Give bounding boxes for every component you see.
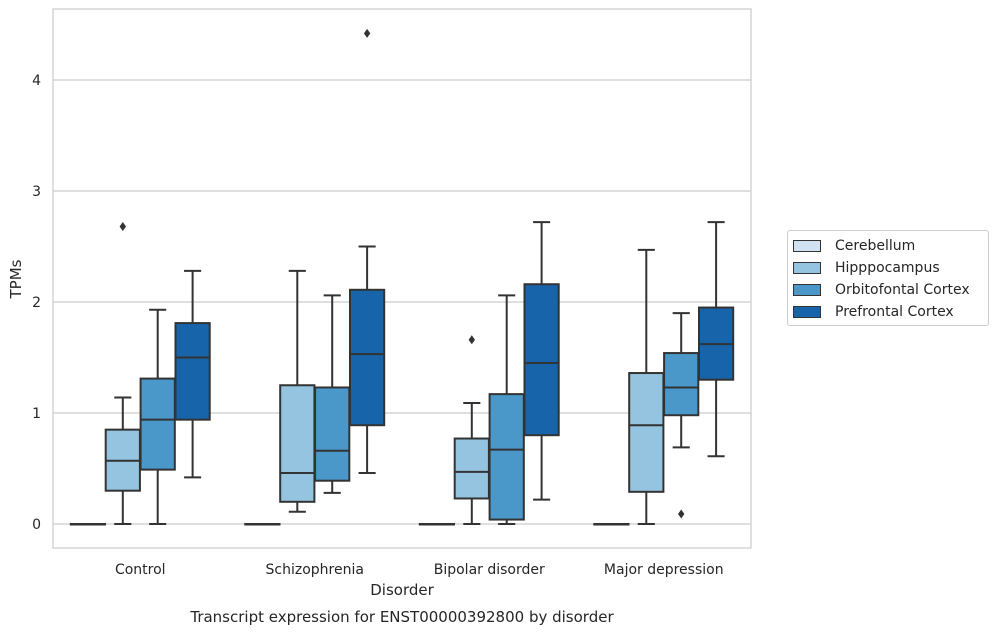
y-tick-label-2: 2 bbox=[32, 295, 41, 311]
box-2-1 bbox=[453, 335, 490, 525]
outlier-0-1-0 bbox=[119, 222, 126, 232]
box-body-2-2 bbox=[488, 393, 525, 521]
box-body-1-3 bbox=[348, 288, 386, 427]
outlier-2-1-0 bbox=[468, 335, 475, 345]
legend-item-cerebellum: Cerebellum bbox=[793, 237, 915, 254]
legend-swatch-cerebellum bbox=[793, 239, 821, 252]
box-0-2 bbox=[139, 308, 176, 525]
box-body-3-1 bbox=[628, 372, 665, 493]
legend-swatch-prefrontal bbox=[793, 305, 821, 318]
legend-swatch-hippocampus bbox=[793, 261, 821, 274]
x-tick-label-3: Major depression bbox=[604, 562, 724, 578]
box-1-3 bbox=[348, 28, 386, 474]
box-2-3 bbox=[523, 221, 560, 501]
box-body-0-2 bbox=[139, 377, 176, 471]
box-1-0 bbox=[244, 523, 281, 526]
x-tick-label-1: Schizophrenia bbox=[266, 562, 364, 578]
box-1-2 bbox=[314, 294, 351, 494]
axes: 0 1 2 3 4 Control Schizophrenia Bipolar disorde… bbox=[32, 73, 724, 578]
chart-title: Transcript expression for ENST0000039280… bbox=[189, 608, 614, 626]
outlier-1-3-0 bbox=[363, 28, 371, 38]
legend-label-cerebellum: Cerebellum bbox=[835, 237, 916, 254]
box-3-3 bbox=[697, 221, 735, 458]
outlier-3-2-0 bbox=[678, 509, 685, 519]
legend-item-prefrontal: Prefrontal Cortex bbox=[793, 303, 954, 320]
box-3-1 bbox=[628, 248, 665, 525]
box-2-0 bbox=[418, 523, 456, 526]
y-tick-label-4: 4 bbox=[32, 73, 41, 89]
box-body-3-2 bbox=[663, 352, 700, 417]
box-2-2 bbox=[488, 294, 525, 525]
legend-label-hippocampus: Hipppocampus bbox=[835, 259, 940, 276]
box-0-1 bbox=[104, 222, 141, 525]
box-body-1-2 bbox=[314, 386, 351, 482]
plot-frame bbox=[52, 8, 752, 549]
box-body-2-1 bbox=[453, 437, 490, 500]
box-0-3 bbox=[174, 269, 211, 479]
legend: Cerebellum Hipppocampus Orbitofontal Cor… bbox=[787, 230, 989, 326]
y-tick-label-1: 1 bbox=[32, 406, 41, 422]
legend-label-orbitofrontal: Orbitofontal Cortex bbox=[835, 281, 970, 298]
x-axis-label: Disorder bbox=[370, 581, 434, 599]
legend-item-orbitofrontal: Orbitofontal Cortex bbox=[793, 281, 970, 298]
box-plots bbox=[69, 28, 735, 526]
y-tick-label-3: 3 bbox=[32, 184, 41, 200]
legend-item-hippocampus: Hipppocampus bbox=[793, 259, 940, 276]
box-1-1 bbox=[279, 269, 316, 513]
box-body-1-1 bbox=[279, 384, 316, 503]
legend-label-prefrontal: Prefrontal Cortex bbox=[835, 303, 954, 320]
box-3-2 bbox=[663, 312, 700, 519]
y-tick-label-0: 0 bbox=[32, 517, 41, 533]
box-body-2-3 bbox=[523, 283, 560, 437]
box-0-0 bbox=[69, 523, 107, 526]
legend-swatch-orbitofrontal bbox=[793, 283, 821, 296]
box-body-0-3 bbox=[174, 322, 211, 421]
box-3-0 bbox=[593, 523, 630, 526]
x-tick-label-2: Bipolar disorder bbox=[434, 562, 545, 578]
y-axis-label: TPMs bbox=[7, 259, 25, 299]
x-tick-label-0: Control bbox=[115, 562, 166, 578]
